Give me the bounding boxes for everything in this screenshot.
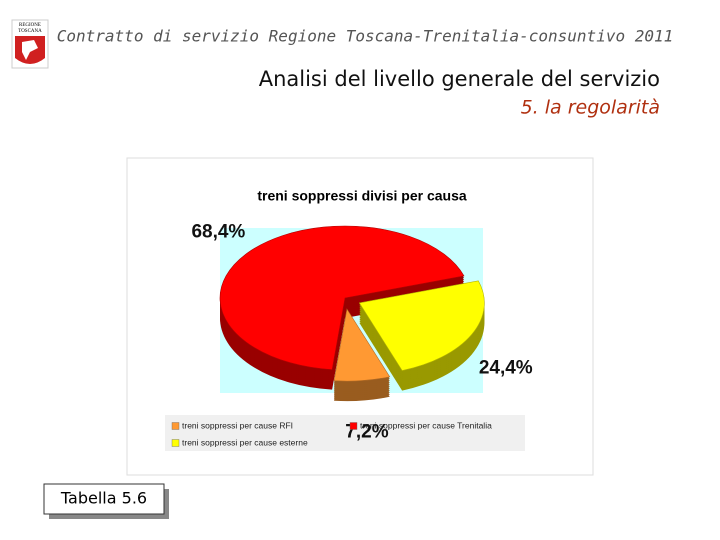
- slide-subtitle: 5. la regolarità: [521, 97, 660, 119]
- caption-box: [43, 483, 165, 515]
- data-label: 68,4%: [191, 222, 245, 243]
- logo-text: REGIONE: [19, 23, 41, 28]
- legend-swatch: [171, 422, 180, 430]
- data-label: 24,4%: [479, 358, 533, 379]
- logo-emblem: [22, 40, 38, 60]
- legend-label: treni soppressi per cause RFI: [182, 420, 293, 430]
- caption: Tabella 5.6: [60, 489, 147, 508]
- slice: [219, 225, 465, 370]
- slice: [358, 280, 485, 371]
- logo-text: TOSCANA: [18, 29, 42, 34]
- legend-swatch: [349, 422, 358, 430]
- legend-label: treni soppressi per cause Trenitalia: [360, 420, 492, 430]
- slice: [333, 308, 391, 382]
- pie: [219, 225, 485, 402]
- slide-title: Analisi del livello generale del servizi…: [259, 67, 660, 91]
- chart-title: treni soppressi divisi per causa: [257, 188, 467, 204]
- legend-box: [165, 415, 525, 451]
- legend-label: treni soppressi per cause esterne: [182, 437, 308, 447]
- header-title: Contratto di servizio Regione Toscana-Tr…: [57, 27, 674, 46]
- legend-swatch: [171, 439, 180, 447]
